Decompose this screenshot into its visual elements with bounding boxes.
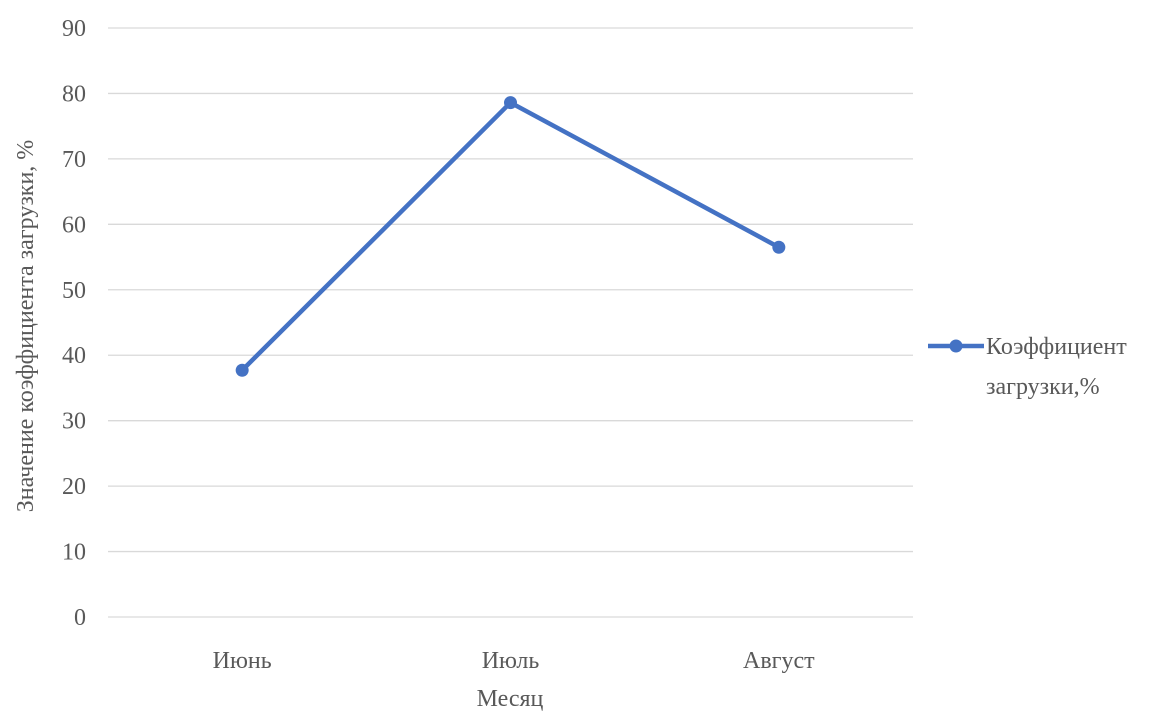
y-tick-label: 0 [74, 605, 86, 631]
series-line [239, 100, 782, 373]
y-tick-label: 50 [62, 278, 86, 304]
y-axis-ticks: 0 10 20 30 40 50 60 70 80 90 [62, 16, 86, 631]
x-tick-label: Август [743, 648, 815, 674]
legend: Коэффициент загрузки,% [928, 334, 1127, 400]
y-tick-label: 40 [62, 343, 86, 369]
y-tick-label: 70 [62, 147, 86, 173]
data-point [504, 96, 517, 110]
x-axis-title: Месяц [477, 686, 544, 712]
y-tick-label: 60 [62, 212, 86, 238]
y-tick-label: 10 [62, 540, 86, 566]
data-point [235, 363, 249, 377]
x-tick-label: Июль [482, 648, 540, 674]
data-point [772, 240, 786, 254]
y-tick-label: 30 [62, 409, 86, 435]
y-tick-label: 20 [62, 474, 86, 500]
y-tick-label: 80 [62, 81, 86, 107]
x-tick-label: Июнь [213, 648, 272, 674]
legend-marker-swatch [949, 339, 963, 353]
legend-label-line-2: загрузки,% [986, 374, 1100, 400]
series-layer [235, 96, 786, 377]
y-axis-title: Значение коэффициента загрузки, % [13, 140, 39, 513]
y-tick-label: 90 [62, 16, 86, 42]
gridlines [108, 27, 913, 618]
legend-label-line-1: Коэффициент [986, 334, 1127, 360]
x-axis-ticks: Июнь Июль Август [213, 648, 816, 674]
